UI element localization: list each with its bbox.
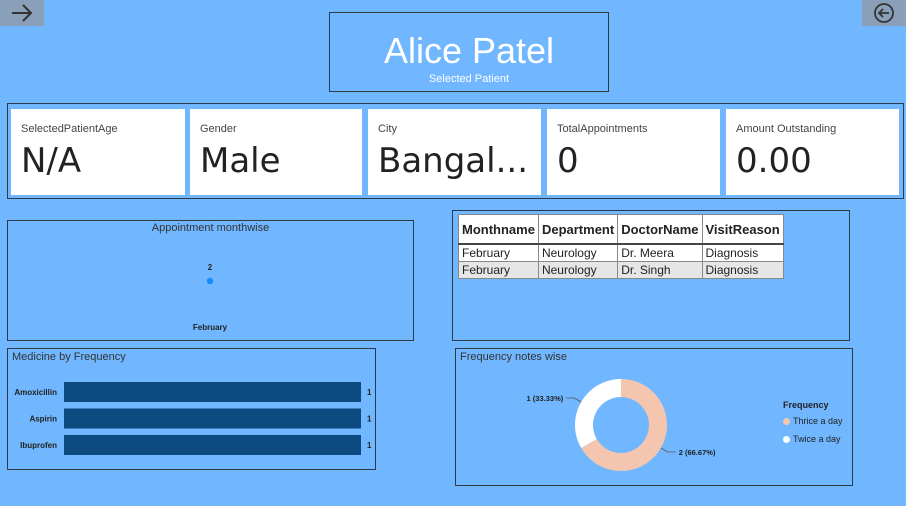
value-label: 1: [367, 441, 372, 450]
card-value: Male: [200, 141, 281, 181]
legend-swatch: [783, 417, 790, 425]
patient-name: Alice Patel: [383, 30, 555, 71]
age-card[interactable]: SelectedPatientAge N/A: [11, 109, 185, 195]
card-label: City: [378, 123, 397, 135]
frequency-notes-chart[interactable]: Frequency notes wise 2 (66.67%) 1 (33.33%…: [455, 348, 853, 486]
chart-title: Medicine by Frequency: [12, 351, 126, 363]
table-cell: Neurology: [537, 261, 619, 279]
kpi-cards-container: SelectedPatientAge N/A Gender Male City …: [7, 103, 904, 199]
donut-slice[interactable]: [575, 379, 621, 448]
patient-subtitle: Selected Patient: [428, 73, 510, 85]
legend-item-thrice[interactable]: Thrice a day: [783, 416, 843, 426]
data-point[interactable]: [206, 277, 214, 285]
appointments-card[interactable]: TotalAppointments 0: [547, 109, 720, 195]
legend-swatch: [783, 435, 790, 443]
table-row[interactable]: February Neurology Dr. Meera Diagnosis: [458, 243, 784, 262]
legend-item-twice[interactable]: Twice a day: [783, 434, 841, 444]
arrow-right-icon: [12, 4, 33, 22]
table-cell: Diagnosis: [701, 261, 784, 279]
table-cell: Dr. Singh: [617, 261, 703, 279]
table-header-row: Monthname Department DoctorName VisitRea…: [458, 214, 784, 245]
visit-table-panel: Monthname Department DoctorName VisitRea…: [452, 210, 850, 341]
patient-title-box: Alice Patel Selected Patient: [329, 12, 609, 92]
legend-label: Twice a day: [793, 434, 841, 444]
legend-label: Thrice a day: [793, 416, 843, 426]
bar[interactable]: [64, 382, 361, 402]
data-label: 1 (33.33%): [527, 394, 564, 403]
table-cell: Diagnosis: [701, 243, 784, 262]
value-label: 1: [367, 415, 372, 424]
leader-line: [660, 447, 676, 453]
table-cell: Neurology: [537, 243, 619, 262]
medicine-frequency-chart[interactable]: Medicine by Frequency Amoxicillin 1 Aspiri…: [7, 348, 376, 470]
card-value: Bangal...: [378, 141, 528, 181]
back-nav-button[interactable]: [862, 0, 906, 26]
table-row[interactable]: February Neurology Dr. Singh Diagnosis: [458, 261, 784, 279]
card-value: 0.00: [736, 141, 812, 181]
value-label: 1: [367, 388, 372, 397]
card-label: Amount Outstanding: [736, 123, 837, 135]
card-label: Gender: [200, 123, 237, 135]
circle-arrow-left-icon: [874, 3, 894, 23]
category-label: Amoxicillin: [14, 388, 57, 397]
card-value: 0: [557, 141, 579, 181]
chart-title: Frequency notes wise: [460, 351, 567, 363]
data-label: 2 (66.67%): [679, 448, 716, 457]
card-label: SelectedPatientAge: [21, 123, 118, 135]
data-label: 2: [208, 263, 213, 272]
category-label: Ibuprofen: [20, 441, 57, 450]
column-header[interactable]: Monthname: [458, 214, 539, 245]
card-label: TotalAppointments: [557, 123, 648, 135]
table-cell: February: [458, 261, 539, 279]
column-header[interactable]: Department: [537, 214, 619, 245]
chart-title: Appointment monthwise: [151, 222, 270, 234]
bar[interactable]: [64, 408, 361, 429]
visit-table[interactable]: Monthname Department DoctorName VisitRea…: [458, 214, 784, 279]
outstanding-card[interactable]: Amount Outstanding 0.00: [726, 109, 899, 195]
appointment-plot: 2 February: [193, 263, 228, 332]
medicine-bar-plot: Amoxicillin 1 Aspirin 1 Ibuprofen 1: [14, 382, 372, 455]
leader-line: [566, 397, 582, 403]
appointment-monthwise-chart[interactable]: Appointment monthwise 2 February: [7, 220, 414, 341]
category-label: Aspirin: [29, 415, 57, 424]
forward-nav-button[interactable]: [0, 0, 44, 26]
donut-slice[interactable]: [581, 379, 667, 471]
table-cell: Dr. Meera: [617, 243, 703, 262]
card-value: N/A: [21, 141, 82, 181]
x-tick-label: February: [193, 323, 228, 332]
column-header[interactable]: VisitReason: [701, 214, 784, 245]
column-header[interactable]: DoctorName: [617, 214, 703, 245]
legend-title: Frequency: [783, 400, 829, 410]
city-card[interactable]: City Bangal...: [368, 109, 541, 195]
bar[interactable]: [64, 435, 361, 455]
gender-card[interactable]: Gender Male: [190, 109, 362, 195]
table-cell: February: [458, 243, 539, 262]
frequency-donut-plot: 2 (66.67%) 1 (33.33%): [527, 379, 716, 471]
